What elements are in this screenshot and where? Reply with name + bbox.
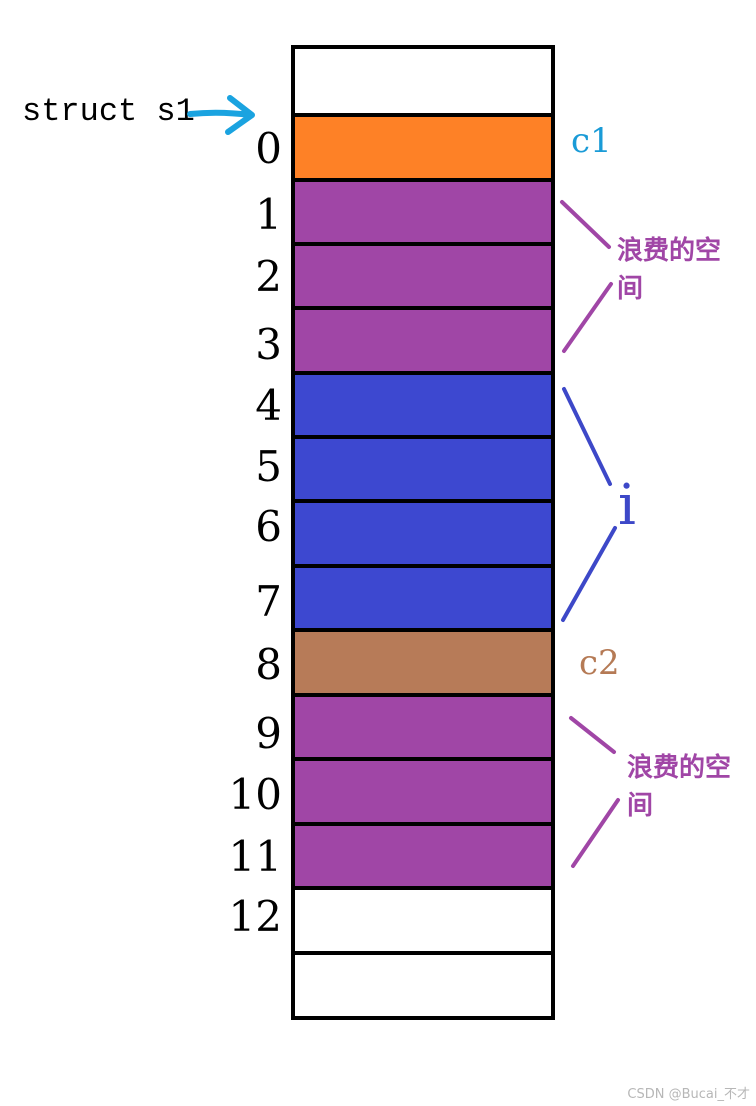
cell-8 bbox=[295, 632, 551, 697]
struct-label: struct s1 bbox=[22, 93, 195, 130]
cell-empty-bottom bbox=[295, 955, 551, 1016]
waste-bracket-1-bottom bbox=[562, 282, 613, 353]
cell-0 bbox=[295, 117, 551, 182]
int-bracket-top bbox=[562, 387, 612, 486]
cell-empty-top bbox=[295, 49, 551, 117]
int-bracket-bottom bbox=[561, 526, 617, 622]
index-label-3: 3 bbox=[255, 320, 282, 369]
index-label-9: 9 bbox=[255, 709, 282, 758]
wasted-space-label-2: 浪费的空间 bbox=[627, 753, 732, 821]
waste-bracket-2-bottom bbox=[571, 798, 620, 868]
index-label-10: 10 bbox=[228, 770, 282, 819]
cell-1 bbox=[295, 182, 551, 246]
cell-9 bbox=[295, 697, 551, 761]
cell-4 bbox=[295, 375, 551, 439]
index-label-7: 7 bbox=[255, 577, 282, 626]
index-label-6: 6 bbox=[255, 502, 282, 551]
cell-5 bbox=[295, 439, 551, 503]
cell-6 bbox=[295, 503, 551, 568]
watermark: CSDN @Bucai_不才 bbox=[627, 1087, 750, 1102]
index-label-11: 11 bbox=[228, 832, 282, 881]
wasted-space-label-1: 浪费的空间 bbox=[617, 236, 722, 304]
index-label-8: 8 bbox=[255, 640, 282, 689]
member-label-i: i bbox=[618, 473, 636, 538]
index-label-1: 1 bbox=[255, 190, 282, 239]
index-label-5: 5 bbox=[255, 442, 282, 491]
index-label-4: 4 bbox=[255, 381, 282, 430]
index-label-0: 0 bbox=[255, 124, 282, 173]
index-label-12: 12 bbox=[228, 892, 282, 941]
memory-block bbox=[291, 45, 555, 1020]
pointer-arrow-icon bbox=[187, 95, 255, 135]
cell-7 bbox=[295, 568, 551, 632]
cell-12 bbox=[295, 890, 551, 955]
cell-3 bbox=[295, 310, 551, 375]
member-label-c1: c1 bbox=[571, 121, 612, 161]
member-label-c2: c2 bbox=[579, 643, 620, 683]
waste-bracket-2-top bbox=[569, 716, 616, 754]
cell-2 bbox=[295, 246, 551, 310]
cell-11 bbox=[295, 826, 551, 890]
cell-10 bbox=[295, 761, 551, 826]
index-label-2: 2 bbox=[255, 252, 282, 301]
waste-bracket-1-top bbox=[560, 200, 611, 249]
